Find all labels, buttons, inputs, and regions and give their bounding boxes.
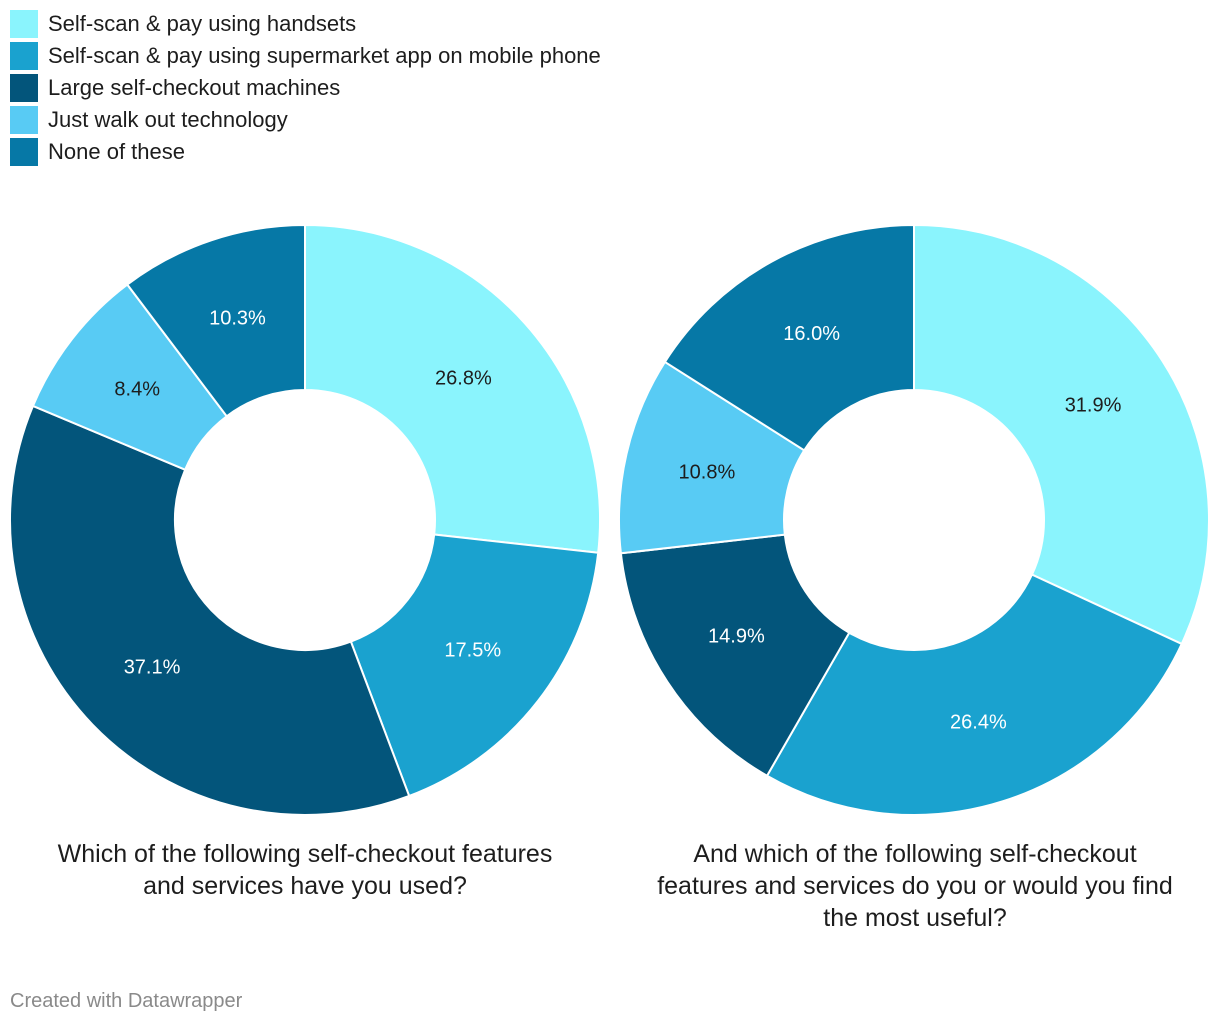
charts-area: 26.8% 17.5% 37.1% 8.4% 10.3% 31.9% 26.4% 14.9% 1… bbox=[0, 200, 1220, 820]
donut-slice bbox=[765, 573, 1184, 817]
legend-swatch bbox=[10, 42, 38, 70]
legend-label: Self-scan & pay using supermarket app on… bbox=[48, 43, 601, 68]
data-label: 17.5% bbox=[444, 639, 501, 661]
data-label: 16.0% bbox=[783, 323, 840, 345]
datawrapper-credit: Created with Datawrapper bbox=[10, 990, 243, 1012]
data-label: 37.1% bbox=[124, 657, 181, 679]
donut-slice bbox=[619, 533, 851, 778]
legend-swatch bbox=[10, 10, 38, 38]
legend: Self-scan & pay using handsets Self-scan… bbox=[10, 8, 601, 168]
legend-swatch bbox=[10, 74, 38, 102]
legend-item-walk-out: Just walk out technology bbox=[10, 104, 601, 136]
data-label: 26.4% bbox=[950, 712, 1007, 734]
donut-charts: 26.8% 17.5% 37.1% 8.4% 10.3% 31.9% 26.4% 14.9% 1… bbox=[9, 223, 1210, 817]
chart-1-caption: Which of the following self-checkout fea… bbox=[57, 840, 553, 900]
data-label: 10.3% bbox=[209, 308, 266, 330]
data-label: 10.8% bbox=[679, 461, 736, 483]
data-label: 14.9% bbox=[708, 626, 765, 648]
legend-item-handsets: Self-scan & pay using handsets bbox=[10, 8, 601, 40]
data-label: 8.4% bbox=[114, 379, 160, 401]
donut-slice bbox=[304, 223, 601, 554]
legend-label: None of these bbox=[48, 139, 185, 164]
legend-swatch bbox=[10, 106, 38, 134]
donut-slice bbox=[913, 223, 1210, 646]
chart-2-caption: And which of the following self-checkout… bbox=[657, 840, 1173, 932]
donut-slice bbox=[125, 223, 306, 418]
legend-label: Self-scan & pay using handsets bbox=[48, 11, 357, 36]
legend-swatch bbox=[10, 138, 38, 166]
legend-label: Just walk out technology bbox=[48, 107, 288, 132]
donut-chart-2: 31.9% 26.4% 14.9% 10.8% 16.0% bbox=[618, 223, 1210, 817]
legend-label: Large self-checkout machines bbox=[48, 75, 341, 100]
data-label: 26.8% bbox=[435, 367, 492, 389]
donut-slice bbox=[663, 223, 915, 452]
legend-item-supermarket-app: Self-scan & pay using supermarket app on… bbox=[10, 40, 601, 72]
donut-slice bbox=[9, 404, 411, 816]
data-label: 31.9% bbox=[1065, 395, 1122, 417]
legend-item-none: None of these bbox=[10, 136, 601, 168]
donut-slice bbox=[349, 533, 600, 798]
legend-item-self-checkout-machines: Large self-checkout machines bbox=[10, 72, 601, 104]
donut-chart-1: 26.8% 17.5% 37.1% 8.4% 10.3% bbox=[9, 223, 601, 816]
